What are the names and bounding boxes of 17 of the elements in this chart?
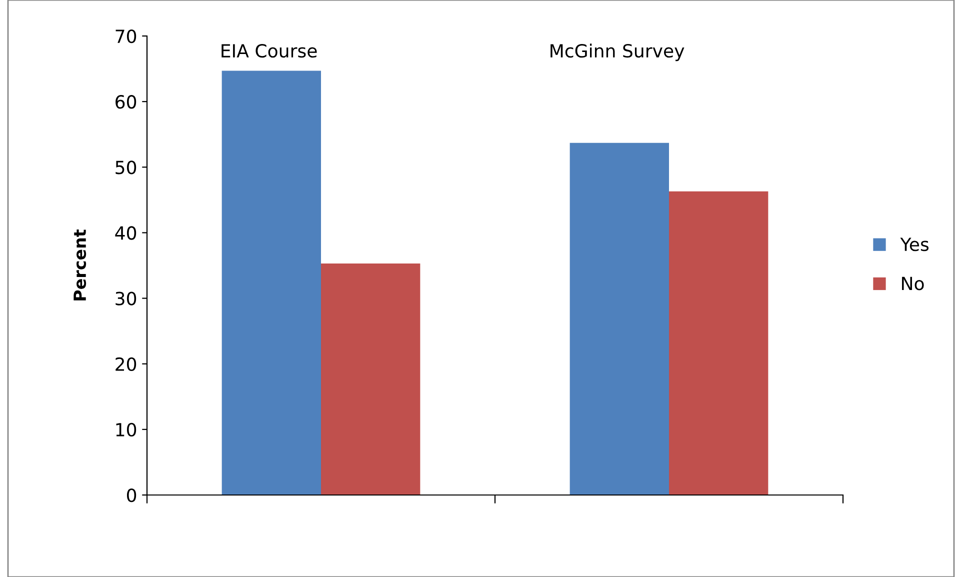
y-tick-label: 70 xyxy=(116,29,136,44)
bar xyxy=(222,70,321,495)
y-axis-title: Percent xyxy=(74,230,86,300)
x-tick-label: EIA Course xyxy=(222,44,317,58)
y-tick-label: 0 xyxy=(126,488,136,502)
y-tick-label: 50 xyxy=(116,160,136,174)
bar xyxy=(321,264,420,495)
x-tick-label: McGinn Survey xyxy=(550,44,684,62)
bar xyxy=(570,142,669,495)
legend-label: No xyxy=(902,276,924,290)
legend-label: Yes xyxy=(900,238,929,252)
bar xyxy=(669,191,768,495)
y-tick-label: 60 xyxy=(116,95,136,109)
y-tick-label: 20 xyxy=(116,357,136,371)
y-tick-label: 30 xyxy=(116,292,136,306)
y-tick-label: 10 xyxy=(116,422,136,437)
y-tick-label: 40 xyxy=(115,226,136,240)
